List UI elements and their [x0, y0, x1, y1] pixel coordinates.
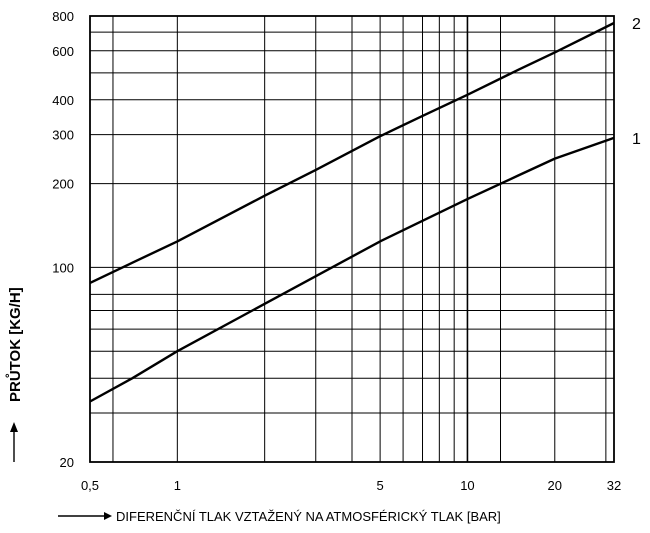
- y-tick-label: 600: [52, 44, 74, 59]
- x-axis-arrowhead-icon: [104, 512, 112, 520]
- y-tick-label: 800: [52, 9, 74, 24]
- y-tick-labels: 20 100 200 300 400 600 800: [52, 9, 74, 470]
- y-tick-label: 200: [52, 177, 74, 192]
- x-tick-label: 32: [607, 478, 621, 493]
- series-label-1: 1: [632, 131, 641, 148]
- grid: [90, 15, 614, 463]
- y-tick-label: 300: [52, 128, 74, 143]
- x-tick-label: 20: [548, 478, 562, 493]
- x-axis-title: DIFERENČNÍ TLAK VZTAŽENÝ NA ATMOSFÉRICKÝ…: [116, 509, 501, 524]
- plot-frame: [89, 15, 615, 463]
- x-tick-label: 10: [460, 478, 474, 493]
- x-tick-labels: 0,5 1 5 10 20 32: [81, 478, 621, 493]
- y-axis-title-group: PRŮTOK [KG/H]: [5, 287, 24, 462]
- y-tick-label: 100: [52, 260, 74, 275]
- series-labels: 12: [632, 16, 641, 148]
- x-tick-label: 5: [376, 478, 383, 493]
- series-label-2: 2: [632, 16, 641, 33]
- y-tick-label: 20: [60, 455, 74, 470]
- x-axis-title-group: DIFERENČNÍ TLAK VZTAŽENÝ NA ATMOSFÉRICKÝ…: [58, 509, 501, 524]
- y-axis-arrowhead-icon: [10, 422, 18, 432]
- y-axis-title: PRŮTOK [KG/H]: [5, 287, 24, 402]
- series-lines: [89, 21, 615, 403]
- x-tick-label: 0,5: [81, 478, 99, 493]
- series-line-1: [89, 136, 615, 403]
- series-line-2: [89, 21, 615, 284]
- plot-border: [89, 15, 615, 463]
- y-tick-label: 400: [52, 93, 74, 108]
- x-tick-label: 1: [174, 478, 181, 493]
